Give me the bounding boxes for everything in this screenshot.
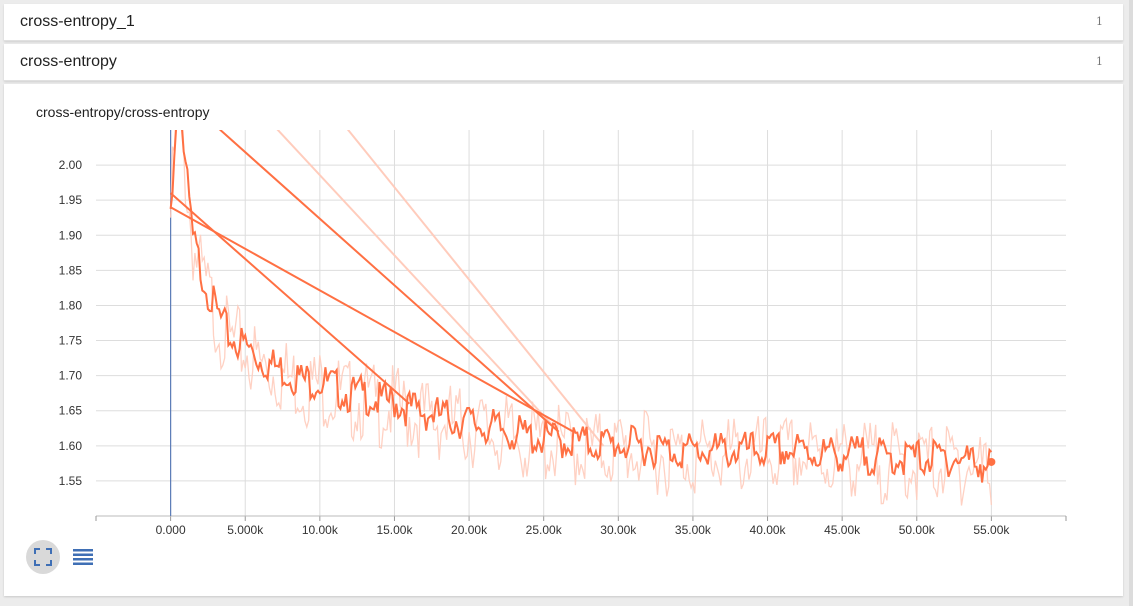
data-table-button[interactable] <box>66 540 100 574</box>
x-tick-label: 55.00k <box>973 523 1010 537</box>
y-tick-label: 1.55 <box>59 474 83 488</box>
group-row-cross-entropy-1[interactable]: cross-entropy_1 1 <box>4 4 1123 41</box>
scrollbar-track[interactable] <box>1129 0 1133 606</box>
x-tick-label: 20.00k <box>451 523 488 537</box>
y-tick-label: 1.80 <box>59 298 83 312</box>
x-tick-label: 40.00k <box>750 523 787 537</box>
x-tick-label: 10.00k <box>302 523 339 537</box>
fullscreen-icon <box>34 548 52 566</box>
y-tick-label: 1.90 <box>59 228 83 242</box>
restart-segment-line <box>218 130 560 433</box>
y-tick-label: 1.75 <box>59 334 83 348</box>
faint-restart-line <box>276 130 560 433</box>
faint-restart-line <box>346 130 605 447</box>
y-tick-label: 1.60 <box>59 439 83 453</box>
x-tick-label: 50.00k <box>899 523 936 537</box>
group-title: cross-entropy <box>20 53 117 70</box>
restart-segment-line <box>170 206 575 433</box>
y-tick-label: 1.65 <box>59 404 83 418</box>
x-tick-label: 25.00k <box>526 523 563 537</box>
data-table-icon <box>73 549 93 565</box>
x-tick-label: 30.00k <box>600 523 637 537</box>
y-tick-label: 1.70 <box>59 369 83 383</box>
series-smoothed-line <box>169 130 993 483</box>
x-tick-label: 0.000 <box>156 523 186 537</box>
fullscreen-button[interactable] <box>26 540 60 574</box>
group-row-cross-entropy[interactable]: cross-entropy 1 <box>4 44 1123 81</box>
y-tick-label: 2.00 <box>59 158 83 172</box>
x-tick-label: 15.00k <box>376 523 413 537</box>
chart-title: cross-entropy/cross-entropy <box>36 104 210 120</box>
y-tick-label: 1.95 <box>59 193 83 207</box>
x-tick-label: 5.000k <box>227 523 264 537</box>
group-count: 1 <box>1096 55 1103 68</box>
restart-segment-line <box>169 192 411 405</box>
last-point-marker <box>987 457 996 466</box>
group-count: 1 <box>1096 15 1103 28</box>
series-raw-line <box>169 130 993 506</box>
y-tick-label: 1.85 <box>59 263 83 277</box>
x-tick-label: 45.00k <box>824 523 861 537</box>
x-tick-label: 35.00k <box>675 523 712 537</box>
chart-card: 1.55 1.60 1.65 1.70 1.75 1.80 1.85 1.90 1.95 2.00… <box>4 84 1123 596</box>
line-chart: 1.55 1.60 1.65 1.70 1.75 1.80 1.85 1.90 1.95 2.00… <box>59 130 1067 537</box>
series-group <box>169 130 993 506</box>
group-title: cross-entropy_1 <box>20 13 135 30</box>
